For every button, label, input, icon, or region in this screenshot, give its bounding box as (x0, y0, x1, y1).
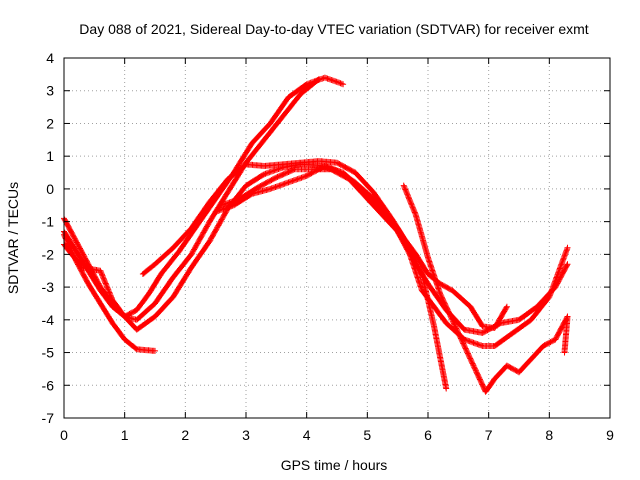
y-tick-label: -6 (42, 377, 55, 393)
y-tick-label: 1 (46, 148, 54, 164)
y-tick-label: 2 (46, 115, 54, 131)
y-tick-label: -2 (42, 246, 55, 262)
axes: 0 1 2 3 4 5 6 7 8 9 -7 -6 -5 -4 -3 -2 -1 0 1 2 3 4 (42, 50, 615, 443)
series-track-6 (212, 163, 450, 392)
y-tick-label: 3 (46, 83, 54, 99)
y-axis-label: SDTVAR / TECUs (5, 182, 21, 294)
x-tick-label: 1 (121, 427, 129, 443)
y-tick-label: -5 (42, 345, 55, 361)
x-tick-label: 2 (181, 427, 189, 443)
x-tick-label: 5 (363, 427, 371, 443)
x-tick-label: 6 (424, 427, 432, 443)
series-track-2 (61, 76, 322, 323)
y-tick-label: -3 (42, 279, 55, 295)
y-tick-label: -1 (42, 214, 55, 230)
y-tick-label: 4 (46, 50, 54, 66)
grid-lines (64, 58, 610, 418)
x-tick-label: 4 (303, 427, 311, 443)
series-markers (212, 163, 450, 392)
data-series (61, 74, 571, 395)
x-tick-label: 3 (242, 427, 250, 443)
chart-title: Day 088 of 2021, Sidereal Day-to-day VTE… (79, 21, 588, 37)
plot-frame (63, 57, 611, 419)
x-tick-label: 7 (485, 427, 493, 443)
x-tick-label: 8 (545, 427, 553, 443)
y-tick-label: -4 (42, 312, 55, 328)
y-tick-label: 0 (46, 181, 54, 197)
series-markers (61, 76, 322, 323)
series-track-8 (400, 182, 571, 395)
series-markers (400, 182, 571, 395)
y-tick-label: -7 (42, 410, 55, 426)
x-tick-label: 0 (60, 427, 68, 443)
x-tick-label: 9 (606, 427, 614, 443)
x-axis-label: GPS time / hours (281, 457, 388, 473)
